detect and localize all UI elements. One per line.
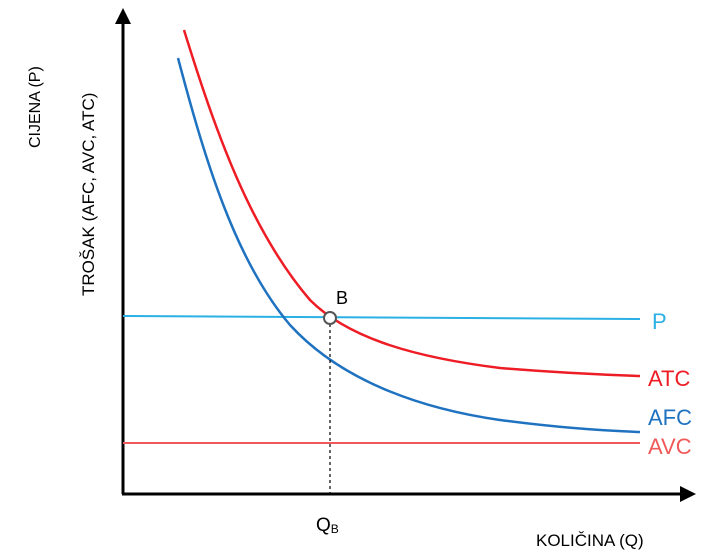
p-line [122, 315, 641, 320]
y-axis-label-line1: CIJENA (P) [27, 66, 44, 148]
atc-label: ATC [648, 366, 690, 391]
atc-curve [182, 29, 641, 378]
qb-label-sub: B [331, 522, 339, 536]
p-label: P [652, 309, 667, 334]
x-axis-label: KOLIČINA (Q) [536, 531, 644, 550]
qb-label: QB [316, 515, 339, 536]
avc-label: AVC [648, 434, 692, 459]
qb-label-main: Q [316, 515, 331, 536]
afc-label: AFC [648, 405, 692, 430]
y-axis-arrowhead [115, 8, 131, 24]
x-axis-arrowhead [680, 486, 696, 502]
y-axis-label-line2: TROŠAK (AFC, AVC, ATC) [79, 93, 98, 296]
afc-curve [176, 57, 641, 434]
point-b-label: B [336, 288, 348, 308]
point-b-marker [323, 311, 337, 325]
